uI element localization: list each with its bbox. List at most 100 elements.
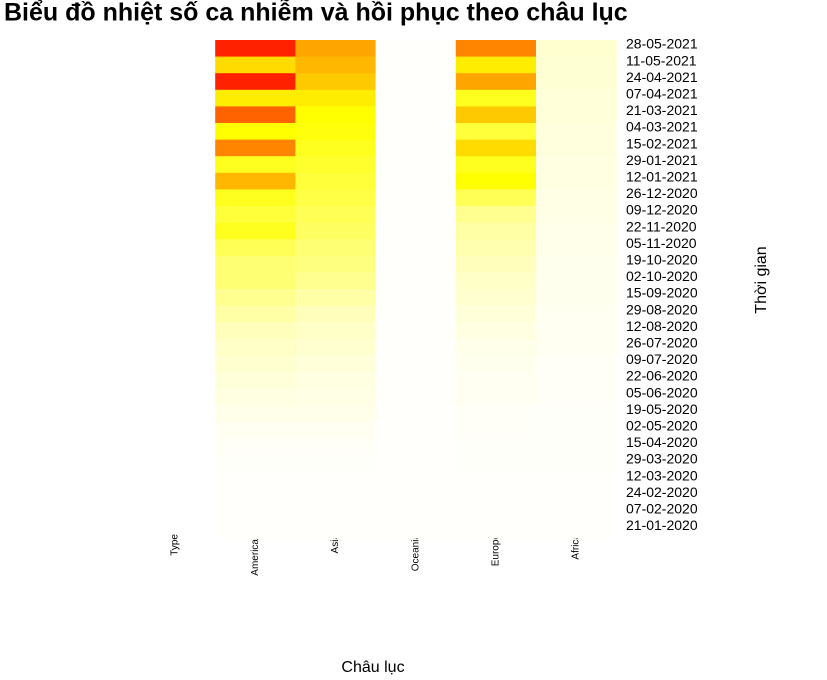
x-axis-title: Châu lục <box>341 659 404 676</box>
y-tick-label: 05-06-2020 <box>626 384 698 400</box>
heat-cell <box>215 338 296 356</box>
heat-cell <box>375 172 457 190</box>
heat-cell <box>536 222 617 240</box>
heat-cell <box>295 172 377 190</box>
heat-cell <box>295 272 377 290</box>
y-tick-label: 29-08-2020 <box>626 301 698 317</box>
y-tick-label: 11-05-2021 <box>626 52 697 68</box>
y-tick-label: 19-05-2020 <box>626 401 698 417</box>
heat-cell <box>375 521 457 539</box>
heat-cell <box>295 156 377 174</box>
heat-cell <box>295 388 377 406</box>
heat-cell <box>215 421 296 439</box>
y-tick-label: 21-01-2020 <box>626 517 698 533</box>
heat-cell <box>215 388 296 406</box>
heat-cell <box>295 189 377 207</box>
heat-cell <box>215 89 296 107</box>
y-tick-label: 22-11-2020 <box>626 218 697 234</box>
heat-cell <box>455 405 537 423</box>
heat-cell <box>455 355 537 373</box>
y-tick-label: 02-05-2020 <box>626 417 698 433</box>
heat-cell <box>375 106 457 124</box>
heat-cell <box>536 322 617 340</box>
heat-cell <box>375 372 457 390</box>
heat-cell <box>215 189 296 207</box>
heat-cell <box>215 56 296 74</box>
x-tick-label: Oceania <box>410 534 421 572</box>
heat-cell <box>295 521 377 539</box>
heat-cell <box>536 521 617 539</box>
heat-cell <box>215 405 296 423</box>
heat-cell <box>455 172 537 190</box>
heat-cell <box>215 172 296 190</box>
heat-cell <box>375 471 457 489</box>
y-tick-label: 15-09-2020 <box>626 285 698 301</box>
heat-cell <box>536 372 617 390</box>
y-tick-label: 12-03-2020 <box>626 467 698 483</box>
heat-cell <box>295 289 377 307</box>
heat-cell <box>536 255 617 273</box>
heat-cell <box>455 73 537 91</box>
heat-cell <box>215 73 296 91</box>
y-tick-label: 07-02-2020 <box>626 500 698 516</box>
heat-cell <box>455 455 537 473</box>
heat-cell <box>295 471 377 489</box>
heat-cell <box>375 438 457 456</box>
heat-cell <box>455 305 537 323</box>
heat-cell <box>215 488 296 506</box>
heat-cell <box>536 89 617 107</box>
heat-cell <box>215 222 296 240</box>
heat-cell <box>536 305 617 323</box>
heat-cell <box>455 521 537 539</box>
heat-cell <box>455 40 537 58</box>
heat-cell <box>215 372 296 390</box>
heat-cell <box>536 338 617 356</box>
heat-cell <box>455 372 537 390</box>
heat-cell <box>536 504 617 522</box>
heat-cell <box>536 123 617 141</box>
heat-cell <box>455 322 537 340</box>
heat-cell <box>455 438 537 456</box>
heat-cell <box>215 139 296 157</box>
heat-cell <box>455 222 537 240</box>
heat-cell <box>375 89 457 107</box>
heat-cell <box>375 139 457 157</box>
heat-cell <box>536 156 617 174</box>
heat-cell <box>295 73 377 91</box>
heat-cell <box>375 388 457 406</box>
heat-cell <box>375 56 457 74</box>
y-tick-label: 12-08-2020 <box>626 318 698 334</box>
heat-cell <box>455 255 537 273</box>
heat-cell <box>375 40 457 58</box>
heat-cell <box>295 222 377 240</box>
y-tick-label: 19-10-2020 <box>626 251 698 267</box>
heat-cell <box>215 305 296 323</box>
heat-cell <box>295 372 377 390</box>
y-tick-label: 15-02-2021 <box>626 135 698 151</box>
y-tick-label: 29-03-2020 <box>626 451 698 467</box>
y-tick-label: 26-07-2020 <box>626 334 698 350</box>
heat-cell <box>295 239 377 257</box>
heat-cell <box>295 206 377 224</box>
heat-cell <box>536 139 617 157</box>
heat-cell <box>215 471 296 489</box>
heat-cell <box>455 123 537 141</box>
x-tick-label: Type <box>170 534 181 556</box>
heat-cell <box>536 172 617 190</box>
heat-cell <box>295 106 377 124</box>
heat-cell <box>215 322 296 340</box>
y-tick-label: 24-04-2021 <box>626 69 698 85</box>
heat-cell <box>215 289 296 307</box>
heat-cell <box>295 56 377 74</box>
heat-cell <box>375 504 457 522</box>
chart-title: Biểu đồ nhiệt số ca nhiễm và hồi phục th… <box>4 0 628 27</box>
heat-cell <box>215 206 296 224</box>
y-tick-label: 09-12-2020 <box>626 202 698 218</box>
y-tick-label: 26-12-2020 <box>626 185 698 201</box>
y-tick-label: 22-06-2020 <box>626 368 698 384</box>
heat-cell <box>536 206 617 224</box>
heat-cell <box>536 355 617 373</box>
heat-cell <box>375 405 457 423</box>
heat-cell <box>375 421 457 439</box>
y-tick-label: 12-01-2021 <box>626 168 698 184</box>
